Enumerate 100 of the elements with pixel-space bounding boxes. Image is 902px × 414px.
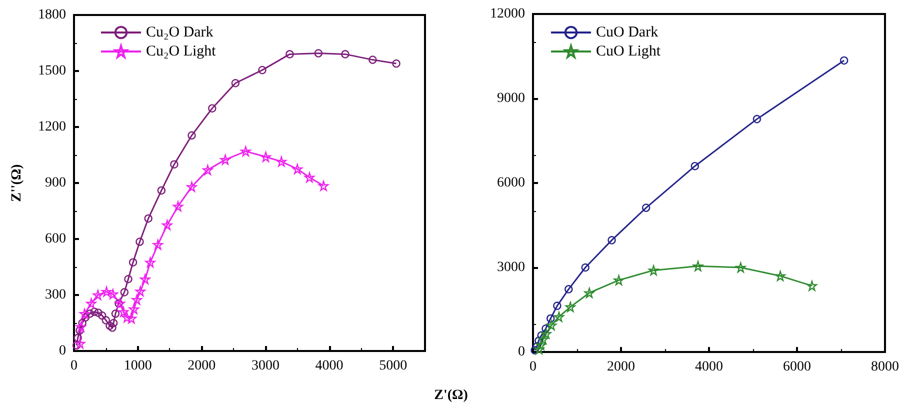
x-tick-label: 2000 — [188, 358, 216, 374]
point — [260, 152, 271, 162]
legend-label: Cu₂O Light — [146, 44, 217, 60]
point — [581, 263, 590, 272]
point — [102, 316, 110, 324]
point — [157, 186, 166, 195]
point — [109, 318, 118, 328]
point — [135, 286, 146, 296]
point — [170, 160, 178, 168]
x-tick-label: 6000 — [783, 360, 811, 374]
point — [94, 308, 102, 317]
x-tick-label: 2000 — [607, 360, 635, 374]
x-axis-title: Z'(Ω) — [433, 388, 469, 404]
point — [86, 298, 96, 308]
point — [120, 288, 129, 296]
y-tick-label: 0 — [59, 344, 66, 358]
point — [162, 220, 172, 230]
x-tick-label: 0 — [70, 358, 78, 374]
point — [258, 66, 266, 74]
point — [118, 306, 129, 317]
point — [538, 334, 548, 344]
point — [292, 164, 302, 174]
point — [126, 313, 137, 324]
point — [128, 258, 138, 266]
point — [690, 162, 700, 170]
point — [840, 56, 848, 65]
point — [614, 275, 624, 286]
point — [79, 308, 90, 319]
x-tick-label: 1000 — [124, 358, 152, 374]
point — [140, 274, 150, 284]
point — [608, 236, 616, 244]
point — [74, 338, 86, 349]
point — [314, 49, 323, 58]
point — [108, 288, 118, 300]
point — [122, 312, 132, 322]
point — [541, 328, 552, 339]
x-tick-label: 5000 — [379, 358, 408, 374]
point — [304, 172, 315, 182]
point — [752, 114, 762, 124]
point — [286, 50, 294, 58]
point — [188, 131, 196, 140]
x-tick-label: 4000 — [315, 358, 344, 374]
point — [86, 310, 94, 318]
point — [736, 262, 746, 273]
point — [220, 154, 230, 165]
point — [642, 204, 650, 212]
point — [546, 314, 555, 323]
point — [648, 265, 659, 276]
x-tick-label: 8000 — [871, 360, 899, 374]
y-tick-label: 900 — [45, 176, 66, 190]
point — [101, 286, 112, 297]
y-tick-label: 6000 — [497, 176, 525, 190]
point — [152, 240, 164, 250]
x-tick-label: 4000 — [695, 360, 723, 374]
point — [392, 59, 400, 68]
point — [341, 50, 350, 58]
point — [276, 156, 287, 167]
legend-label: CuO Light — [596, 44, 662, 60]
y-axis-title: Z''(Ω) — [10, 164, 24, 202]
point — [76, 322, 86, 332]
y-tick-label: 1500 — [38, 64, 66, 78]
point — [692, 260, 704, 272]
point — [231, 79, 240, 88]
point — [530, 346, 539, 354]
point — [318, 180, 329, 191]
point — [132, 294, 142, 305]
point — [564, 285, 573, 294]
point — [136, 238, 144, 246]
point — [240, 146, 251, 156]
x-tick-label: 3000 — [251, 358, 280, 374]
y-tick-label: 1200 — [38, 120, 66, 134]
point — [90, 308, 99, 316]
y-tick-label: 0 — [518, 344, 525, 360]
y-tick-label: 12000 — [490, 6, 525, 22]
y-tick-label: 3000 — [497, 260, 525, 275]
y-tick-label: 300 — [45, 288, 66, 302]
point — [172, 201, 184, 212]
point — [806, 280, 818, 291]
point — [202, 164, 213, 176]
legend-label: Cu₂O Dark — [146, 24, 214, 40]
point — [534, 344, 544, 354]
point — [554, 312, 564, 322]
point — [565, 302, 576, 312]
point — [74, 334, 82, 342]
point — [98, 311, 106, 320]
point — [542, 324, 550, 333]
point — [186, 182, 197, 192]
point — [145, 257, 156, 268]
point — [124, 275, 132, 284]
point — [111, 310, 120, 318]
point — [144, 214, 152, 223]
point — [553, 302, 562, 310]
y-tick-label: 600 — [45, 232, 66, 246]
point — [108, 324, 116, 332]
point — [92, 290, 104, 300]
point — [106, 322, 114, 330]
y-tick-label: 9000 — [497, 91, 525, 106]
point — [208, 104, 216, 112]
point — [536, 340, 546, 350]
legend-label: CuO Dark — [596, 24, 659, 40]
